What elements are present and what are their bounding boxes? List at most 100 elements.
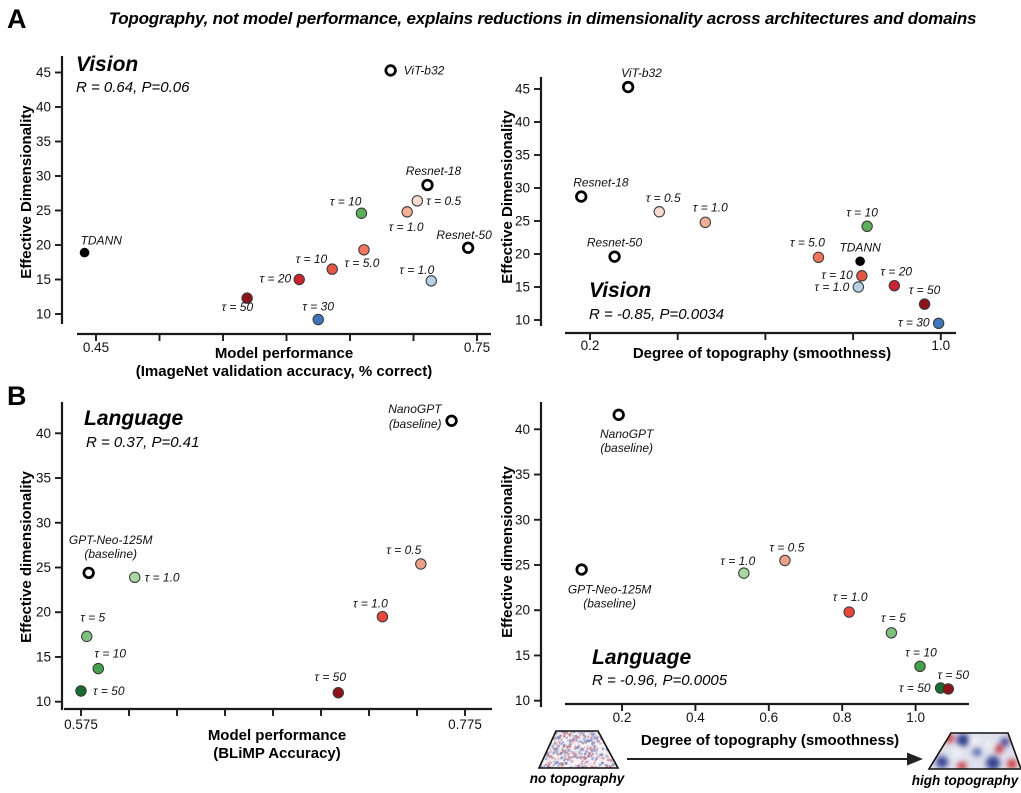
circle-shape <box>583 731 586 733</box>
circle-shape <box>606 764 609 767</box>
circle-shape <box>578 751 582 755</box>
circle-shape <box>550 756 554 760</box>
circle-shape <box>587 751 591 756</box>
panel-b-label: B <box>7 381 27 411</box>
vision-performance-label-tdann: TDANN <box>81 234 123 248</box>
circle-shape <box>592 735 596 738</box>
language-performance-label-tau-10-green: τ = 10 <box>95 647 127 661</box>
circle-shape <box>586 749 589 752</box>
circle-shape <box>608 764 610 767</box>
language-performance-x-tick-label: 0.575 <box>64 717 98 732</box>
circle-shape <box>559 751 563 755</box>
circle-shape <box>985 741 993 749</box>
circle-shape <box>586 738 588 741</box>
circle-shape <box>583 762 586 764</box>
circle-shape <box>587 754 591 758</box>
language-topography-point-tau-50-darkred <box>942 683 954 695</box>
circle-shape <box>549 748 551 750</box>
circle-shape <box>548 756 550 758</box>
circle-shape <box>578 735 581 738</box>
vision-performance-label-resnet-50: Resnet-50 <box>436 228 492 242</box>
language-performance-label-nanogpt-baseline: (baseline) <box>389 417 442 431</box>
vision-performance-label-tau-10-red: τ = 10 <box>296 252 328 266</box>
circle-shape <box>572 737 575 739</box>
language-topography-y-tick-label: 40 <box>515 422 530 437</box>
circle-shape <box>585 765 588 768</box>
language-topography-y-axis-title: Effective dimensionality <box>499 465 516 637</box>
circle-shape <box>604 763 607 766</box>
vision-topography-label-vit-b32: ViT-b32 <box>621 66 662 80</box>
vision-topography-label-tau-1-0-salmon: τ = 1.0 <box>693 200 728 214</box>
language-performance-point-tau-10-green <box>92 662 105 675</box>
circle-shape <box>593 757 597 760</box>
circle-shape <box>579 737 581 740</box>
language-topography-point-tau-5-green <box>885 627 898 639</box>
vision-topography-point-tau-10-red <box>856 270 868 282</box>
circle-shape <box>579 762 583 766</box>
language-performance-label-gpt-neo-125m-baseline: (baseline) <box>84 547 137 561</box>
language-topography-label-gpt-neo-125m-baseline: (baseline) <box>583 597 636 611</box>
language-performance-y-tick-label: 40 <box>36 426 51 441</box>
circle-shape <box>953 749 961 757</box>
vision-performance-point-tau-10-red <box>326 263 338 275</box>
vision-topography-point-resnet-18 <box>575 190 588 203</box>
language-topography-point-nanogpt-baseline <box>612 408 625 421</box>
vision-performance-label-vit-b32: ViT-b32 <box>404 63 445 77</box>
vision-performance-point-tau-30-blue <box>312 313 324 326</box>
vision-performance-y-tick-label: 20 <box>36 238 51 253</box>
language-topography-point-tau-1-0-lightgreen <box>738 567 750 579</box>
language-topography-label-gpt-neo-125m-baseline: GPT-Neo-125M <box>568 583 652 597</box>
vision-performance-label-tau-20-crimson: τ = 20 <box>260 272 292 286</box>
circle-shape <box>552 743 556 746</box>
circle-shape <box>587 739 591 743</box>
vision-performance-title: Vision <box>76 53 138 76</box>
circle-shape <box>544 757 548 761</box>
circle-shape <box>557 764 560 767</box>
circle-shape <box>569 750 573 754</box>
circle-shape <box>577 741 579 743</box>
language-topography-y-tick-label: 15 <box>515 648 530 663</box>
language-performance-y-tick-label: 20 <box>36 605 51 620</box>
circle-shape <box>551 745 554 748</box>
vision-performance-y-axis-title: Effective Dimensionality <box>18 105 35 279</box>
vision-performance-y-tick-label: 45 <box>36 65 51 80</box>
circle-shape <box>563 734 566 738</box>
language-topography-label-tau-50-darkgreen: τ = 50 <box>899 681 931 695</box>
circle-shape <box>590 754 593 757</box>
language-performance-y-axis-title: Effective dimensionality <box>18 470 35 642</box>
circle-shape <box>594 759 597 762</box>
vision-topography-point-tau-50-darkred <box>918 298 931 310</box>
vision-topography-point-tau-1-0-salmon <box>699 216 712 229</box>
plot-vision-performance: 10 15 20 25 30 35 40 45 0.45 0.75 Effective Dimens… <box>18 53 492 380</box>
high-topography-label: high topography <box>912 773 1020 788</box>
figure-title: Topography, not model performance, expla… <box>108 9 977 28</box>
circle-shape <box>589 737 593 741</box>
circle-shape <box>588 734 590 736</box>
circle-shape <box>555 760 559 765</box>
vision-performance-point-tau-10-green <box>355 207 368 219</box>
vision-topography-y-tick-label: 35 <box>515 148 530 163</box>
circle-shape <box>590 736 593 739</box>
circle-shape <box>583 737 586 741</box>
plot-language-topography: 10 15 20 25 30 35 40 0.2 0.4 0.6 0.8 1.0 Effective d… <box>499 402 969 749</box>
circle-shape <box>563 757 567 761</box>
circle-shape <box>566 752 568 754</box>
circle-shape <box>591 731 595 735</box>
vision-topography-point-vit-b32 <box>621 80 635 94</box>
language-performance-y-tick-label: 10 <box>36 694 51 709</box>
circle-shape <box>593 762 596 765</box>
circle-shape <box>562 743 566 746</box>
vision-topography-y-tick-label: 10 <box>515 313 530 328</box>
vision-performance-point-tau-5-0-coral <box>358 244 370 256</box>
vision-performance-y-tick-label: 30 <box>36 169 51 184</box>
circle-shape <box>583 754 586 757</box>
circle-shape <box>1000 737 1010 747</box>
circle-shape <box>564 755 566 758</box>
circle-shape <box>560 739 563 741</box>
topography-arrowhead <box>907 752 923 766</box>
circle-shape <box>577 755 581 759</box>
vision-topography-label-tau-10-red: τ = 10 <box>821 268 853 282</box>
vision-topography-point-resnet-50 <box>608 250 621 263</box>
circle-shape <box>569 757 572 760</box>
